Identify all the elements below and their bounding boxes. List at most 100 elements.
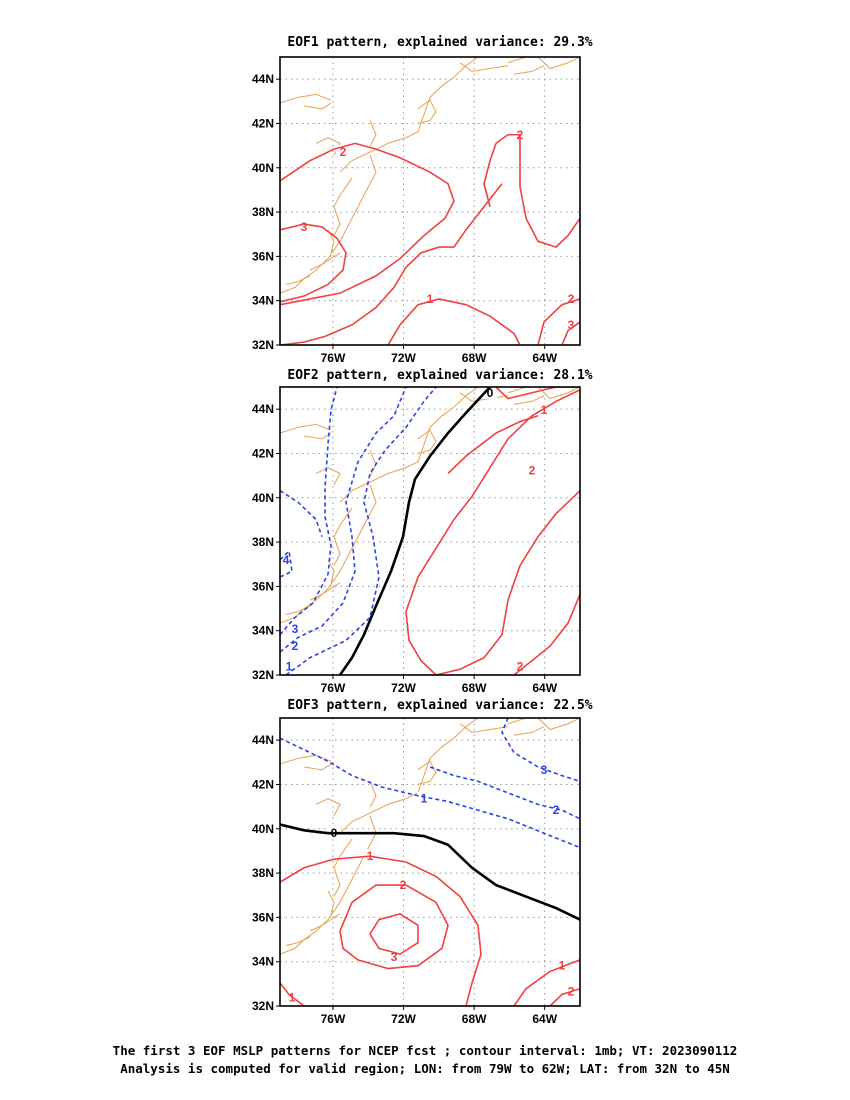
coastline [459,62,509,72]
x-tick-label: 72W [391,681,416,695]
y-tick-label: 32N [252,999,274,1013]
positive-contour [387,298,521,345]
y-tick-label: 36N [252,249,274,263]
y-tick-label: 36N [252,910,274,924]
positive-contour [549,987,580,1006]
contour-label-bg [417,791,431,805]
y-tick-label: 40N [252,491,274,505]
coastline [537,718,580,731]
panel2-title: EOF2 pattern, explained variance: 28.1% [287,368,593,383]
coastline [417,760,437,785]
contour-label-bg [525,463,539,477]
y-tick-label: 44N [252,72,274,86]
contour-label-bg [564,291,578,305]
contour-label-bg [564,317,578,331]
coastline [280,754,332,765]
x-tick-label: 76W [321,681,346,695]
coastline [333,177,353,236]
positive-contour [405,389,580,675]
positive-contour [483,143,497,207]
contour-label: 2 [517,659,524,673]
coastline [333,507,353,566]
panel-3-frame [279,717,581,1007]
x-tick-label: 76W [321,1012,346,1026]
coastline [339,387,479,503]
coastline [459,392,509,402]
contour-label: 0 [487,386,494,400]
contour-label: 1 [421,792,428,806]
panel3-title: EOF3 pattern, explained variance: 22.5% [287,698,593,713]
positive-contour [561,321,580,345]
coastline [280,154,377,294]
y-tick-label: 32N [252,668,274,682]
contour-label: 4 [283,553,290,567]
coastline [280,93,332,104]
y-tick-label: 34N [252,624,274,638]
eof-figure: 2 3 1 2 2 3 76W 72W 68W 64W 32N 34N 36N 38N 40N 42N 44N 0… [252,56,581,1026]
coastline [417,99,437,124]
positive-contour [435,490,580,675]
coastline [303,763,332,771]
panel-1-frame [279,56,581,346]
y-tick-label: 34N [252,294,274,308]
positive-contour [513,959,580,1006]
positive-contour [280,855,482,1006]
coastline [309,582,341,601]
x-tick-label: 72W [391,1012,416,1026]
y-tick-label: 40N [252,822,274,836]
coastline [507,387,527,394]
y-tick-label: 42N [252,116,274,130]
y-tick-label: 42N [252,777,274,791]
x-tick-label: 68W [462,1012,487,1026]
y-tick-label: 44N [252,402,274,416]
contour-label: 3 [301,220,308,234]
coastline [369,781,377,808]
coastline [513,65,545,75]
positive-contour [513,594,580,675]
panel1-title: EOF1 pattern, explained variance: 29.3% [287,35,593,50]
coastline [280,815,377,955]
x-tick-label: 64W [532,681,557,695]
x-tick-label: 76W [321,351,346,365]
negative-contour [280,387,338,636]
y-tick-label: 38N [252,866,274,880]
caption-line-1: The first 3 EOF MSLP patterns for NCEP f… [112,1043,738,1058]
contour-label: 1 [541,403,548,417]
contour-label-bg [288,621,302,635]
positive-contour [369,912,419,956]
coastline [459,723,509,733]
positive-contour [280,982,305,1006]
coastline [369,450,377,477]
coastline [339,57,479,173]
panel-2-frame [279,386,581,676]
coastline [513,726,545,736]
positive-contour [280,183,503,345]
coastline [537,57,580,70]
coastline [303,102,332,110]
coastline [309,252,341,271]
positive-contour [537,298,580,345]
positive-contour [495,387,580,400]
contour-label: 3 [391,950,398,964]
zero-contour [338,387,491,675]
contour-label-bg [282,659,296,673]
contour-label: 1 [286,659,293,673]
y-tick-label: 36N [252,579,274,593]
y-tick-label: 40N [252,161,274,175]
x-tick-label: 72W [391,351,416,365]
contour-label-bg [483,387,497,399]
coastline [280,423,332,434]
coastline [309,913,341,932]
zero-contour [280,823,580,921]
contour-label: 3 [292,622,299,636]
coastline [333,838,353,897]
y-tick-label: 38N [252,535,274,549]
contour-label: 2 [568,292,575,306]
coastline [315,798,341,817]
contour-label-bg [513,659,527,673]
negative-contour [280,490,323,538]
coastline [315,467,341,486]
contour-label: 1 [427,292,434,306]
